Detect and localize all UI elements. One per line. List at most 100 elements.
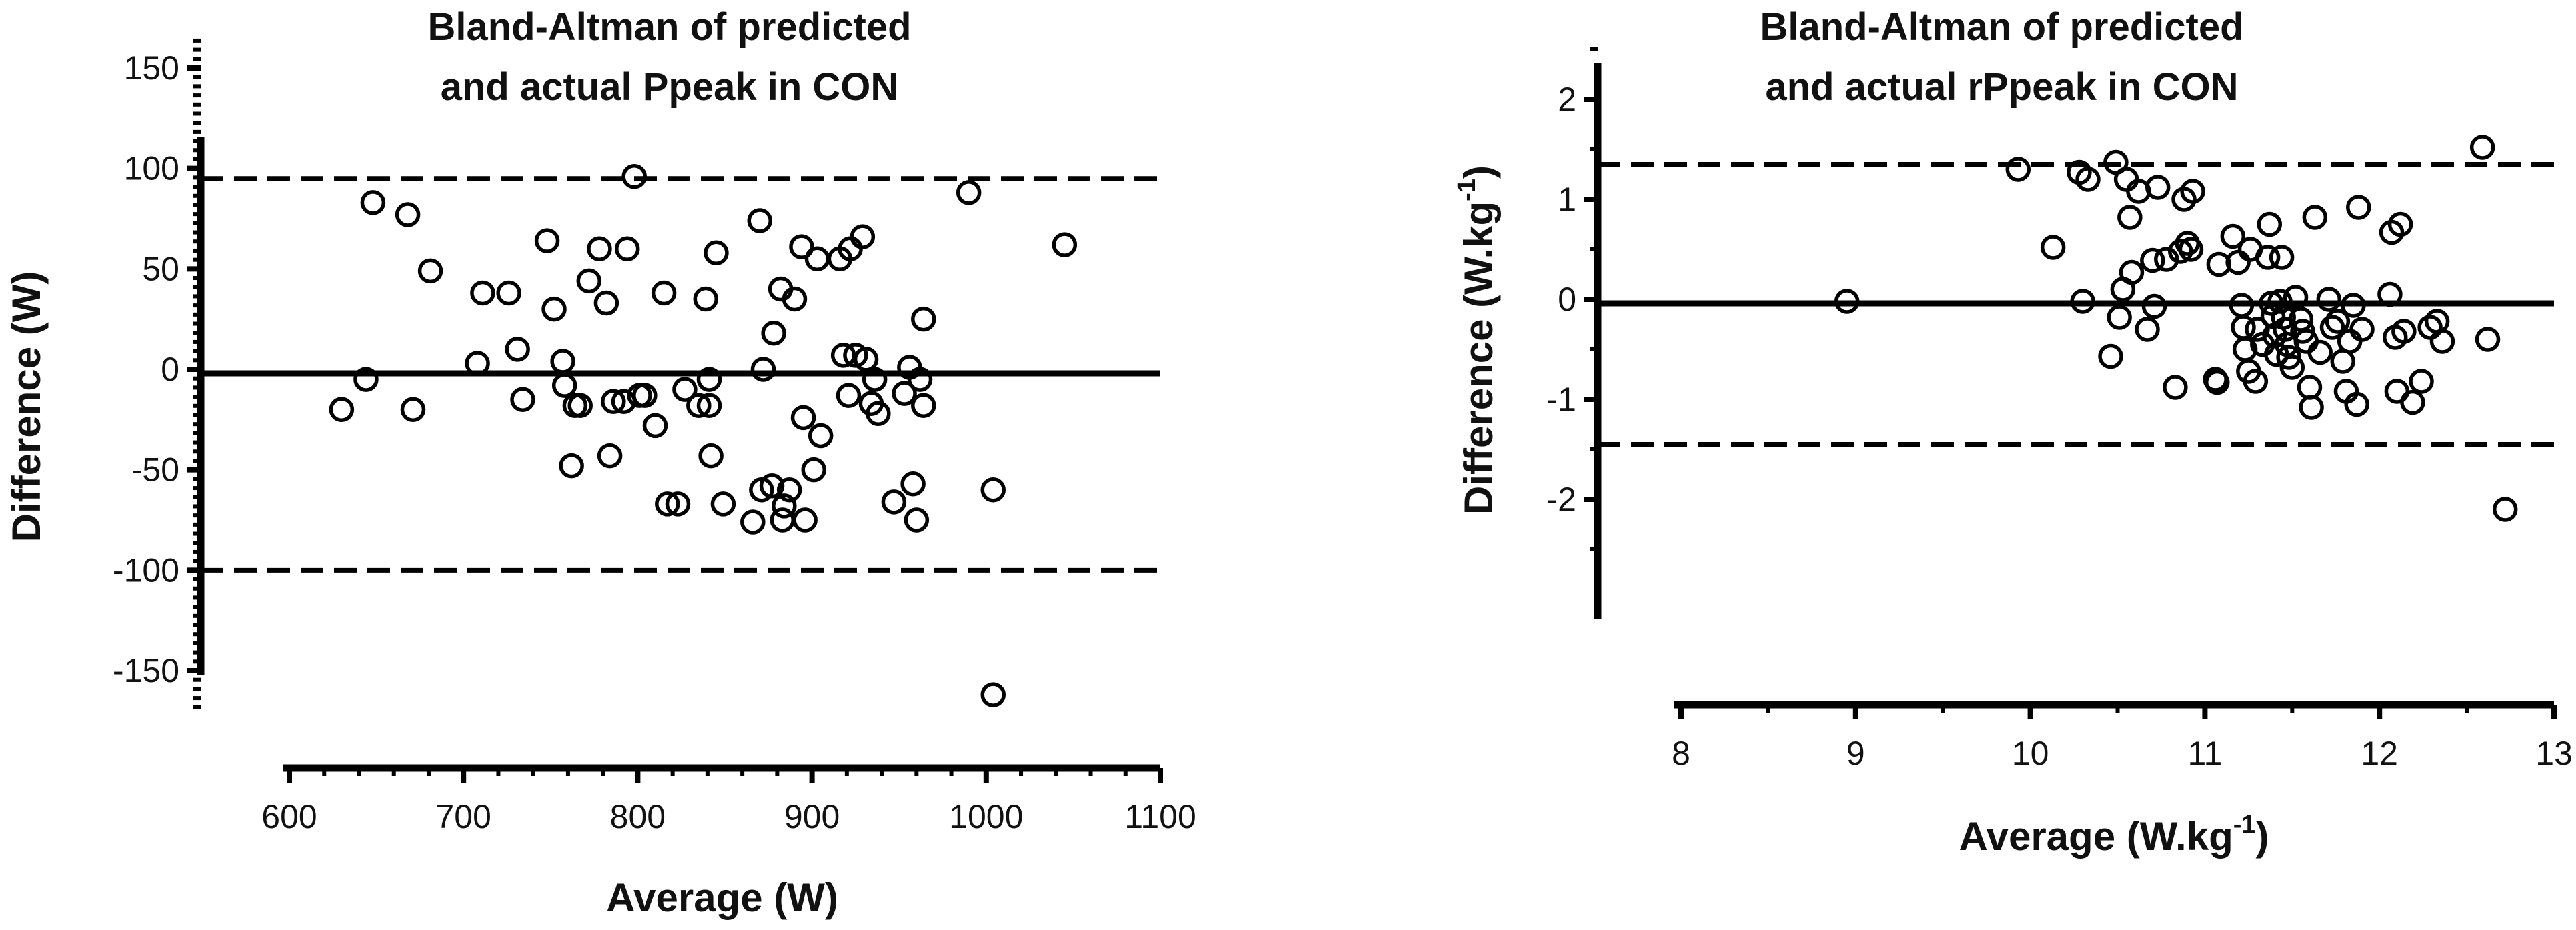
chart2-y-tick-label: 1 bbox=[1558, 181, 1576, 218]
chart2-data-point bbox=[2349, 317, 2375, 342]
chart1-data-point bbox=[866, 401, 891, 427]
chart1-data-point bbox=[470, 280, 495, 306]
chart1-data-point bbox=[911, 393, 936, 418]
chart2-data-point bbox=[2267, 289, 2293, 314]
chart2-data-point bbox=[2302, 205, 2328, 230]
chart1-data-point bbox=[693, 286, 719, 312]
chart2-points bbox=[1834, 135, 2518, 522]
chart1-data-point bbox=[776, 477, 802, 503]
chart1-data-point bbox=[782, 286, 808, 312]
chart2-data-point bbox=[2257, 211, 2283, 237]
chart2-x-axis-label: Average (W.kg-1) bbox=[1959, 811, 2269, 859]
chart1-x-tick-label: 1100 bbox=[1124, 798, 1196, 835]
chart2-data-point bbox=[2279, 355, 2305, 380]
chart2-data-point bbox=[2220, 223, 2246, 249]
chart2-data-point bbox=[2180, 179, 2205, 204]
chart1-data-point bbox=[576, 268, 602, 294]
chart1-data-point bbox=[850, 224, 876, 249]
chart2-data-point bbox=[2377, 281, 2403, 307]
chart1-data-point bbox=[862, 367, 888, 392]
chart1-data-point bbox=[789, 234, 814, 259]
chart2-data-point bbox=[2341, 293, 2366, 318]
chart1-data-point bbox=[980, 682, 1006, 707]
chart2-data-point bbox=[2117, 205, 2143, 230]
chart2-y-tick-label: 0 bbox=[1558, 281, 1576, 318]
chart1-data-point bbox=[801, 457, 826, 483]
chart1-data-point bbox=[550, 349, 575, 374]
chart1-data-point bbox=[601, 389, 626, 414]
chart2-x-axis-label-sup: -1 bbox=[2233, 811, 2256, 839]
chart1-y-tick-label: -150 bbox=[113, 652, 179, 689]
chart2-x-tick-label: 12 bbox=[2361, 735, 2398, 772]
chart2-x-axis-label-end: ) bbox=[2256, 814, 2269, 859]
chart1-y-tick-label: 0 bbox=[161, 351, 179, 388]
chart1-title-line2: and actual Ppeak in CON bbox=[441, 65, 899, 109]
chart1-y-axis-label: Difference (W) bbox=[4, 271, 49, 543]
chart2-x-tick-label: 9 bbox=[1846, 735, 1865, 772]
chart2-title-line2: and actual rPpeak in CON bbox=[1765, 65, 2238, 109]
chart1-data-point bbox=[892, 381, 917, 406]
chart2-data-point bbox=[2319, 315, 2345, 340]
chart2-data-point bbox=[2154, 247, 2179, 272]
chart2-data-point bbox=[2330, 349, 2355, 374]
chart1-data-point bbox=[911, 306, 936, 332]
chart2-data-point bbox=[2297, 375, 2323, 400]
chart1-x-tick-label: 900 bbox=[784, 798, 840, 835]
chart1-data-point bbox=[329, 397, 355, 423]
chart2-data-point bbox=[2005, 157, 2031, 182]
chart2-data-point bbox=[2140, 247, 2165, 273]
chart1-data-point bbox=[790, 405, 816, 431]
chart2-data-point bbox=[2040, 235, 2066, 260]
chart2-x-tick-label: 8 bbox=[1672, 735, 1690, 772]
chart1-data-point bbox=[417, 258, 443, 284]
chart2-y-axis-label-end: ) bbox=[1456, 165, 1501, 179]
chart2-data-point bbox=[2271, 305, 2296, 330]
chart1-data-point bbox=[510, 387, 535, 412]
chart1-data-point bbox=[541, 296, 567, 322]
chart1-data-point bbox=[830, 343, 856, 368]
chart2-reference-lines bbox=[1598, 162, 2554, 447]
chart1-y-tick-label: -50 bbox=[131, 451, 179, 489]
chart2-x-ticks: 8 9 10 11 12 13 bbox=[1672, 705, 2573, 772]
chart1-x-tick-label: 700 bbox=[435, 798, 491, 835]
chart2-data-point bbox=[2135, 317, 2160, 342]
chart2-data-point bbox=[2346, 195, 2371, 220]
chart1-data-point bbox=[686, 393, 712, 418]
chart2-data-point bbox=[2204, 369, 2230, 395]
chart2-data-point bbox=[2145, 175, 2171, 200]
chart2-y-tick-label: -2 bbox=[1547, 481, 1576, 518]
chart1-data-point bbox=[465, 351, 490, 376]
chart1-data-point bbox=[750, 357, 776, 382]
chart1-data-point bbox=[632, 383, 658, 408]
chart1-data-point bbox=[395, 202, 421, 227]
chart1-y-tick-label: 100 bbox=[124, 150, 179, 187]
chart2-data-point bbox=[2167, 239, 2193, 264]
chart1-data-point bbox=[655, 491, 680, 517]
chart1-data-point bbox=[772, 493, 797, 519]
chart1-data-point bbox=[710, 491, 736, 517]
chart2-y-tick-label: -1 bbox=[1547, 381, 1576, 418]
chart1-data-point bbox=[534, 228, 560, 253]
chart2-data-point bbox=[2243, 369, 2269, 394]
chart2-data-point bbox=[2098, 343, 2123, 369]
chart2-data-point bbox=[2107, 305, 2132, 330]
chart1-y-tick-label: 50 bbox=[142, 250, 179, 287]
chart1-data-point bbox=[747, 208, 772, 233]
chart2-data-point bbox=[2391, 319, 2417, 344]
chart2-data-point bbox=[2409, 369, 2434, 394]
chart1-data-point bbox=[900, 471, 926, 497]
chart1-x-axis-label: Average (W) bbox=[606, 875, 838, 920]
chart1-data-point bbox=[593, 290, 619, 316]
chart1-data-point bbox=[360, 190, 386, 215]
chart1-data-point bbox=[704, 240, 729, 265]
chart2-data-point bbox=[1834, 289, 1860, 314]
chart2-data-point bbox=[2119, 259, 2145, 285]
chart1-data-point bbox=[614, 236, 640, 261]
chart2-title-line1: Bland-Altman of predicted bbox=[1760, 5, 2243, 49]
chart2-data-point bbox=[2178, 237, 2204, 262]
chart1-data-point bbox=[587, 236, 612, 261]
chart2-data-point bbox=[2325, 309, 2351, 334]
chart2-data-point bbox=[2075, 167, 2101, 192]
chart1-x-tick-label: 1000 bbox=[949, 798, 1023, 835]
chart1-data-point bbox=[836, 383, 862, 408]
